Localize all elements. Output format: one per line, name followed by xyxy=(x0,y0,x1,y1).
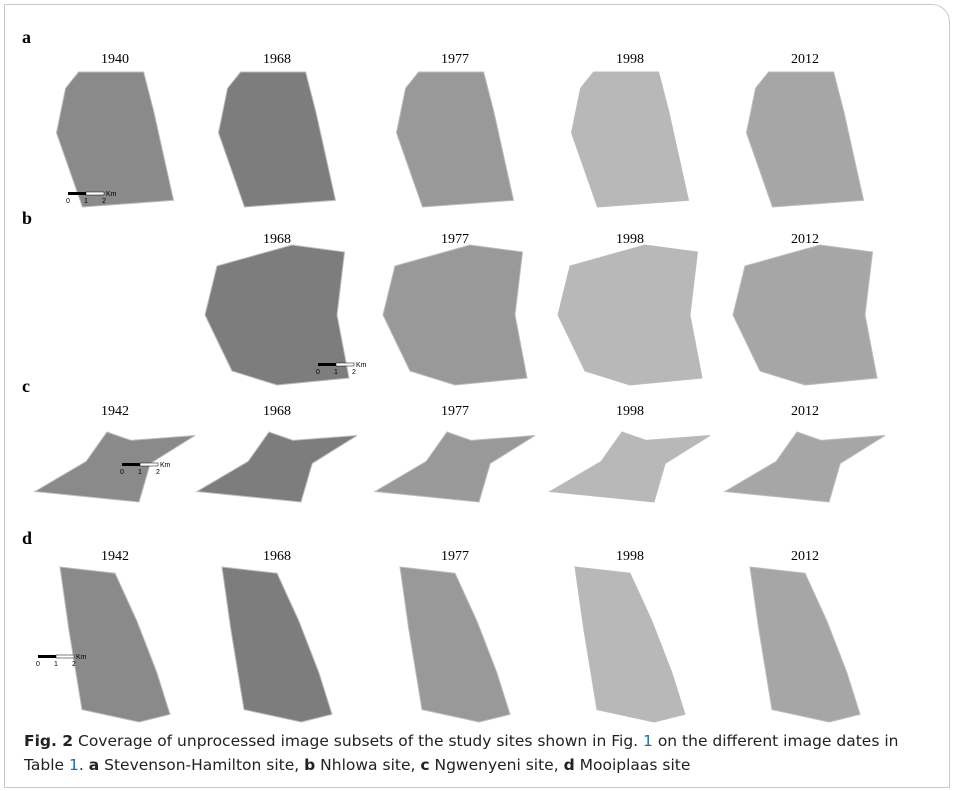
scale-unit: Km xyxy=(356,362,367,369)
site-image xyxy=(572,72,689,207)
site-image xyxy=(197,432,357,502)
scale-tick: 0 xyxy=(120,469,124,476)
year-label: 1977 xyxy=(441,549,469,564)
scale-tick: 2 xyxy=(352,369,356,376)
scale-tick: 2 xyxy=(72,661,76,668)
scale-bar-white xyxy=(56,655,74,658)
scale-tick: 1 xyxy=(54,661,58,668)
site-image xyxy=(725,432,885,502)
scale-unit: Km xyxy=(106,191,117,198)
year-label: 1942 xyxy=(101,549,129,564)
year-label: 1977 xyxy=(441,404,469,419)
caption-bold: a xyxy=(89,756,99,774)
site-image xyxy=(375,432,535,502)
caption: Fig. 2 Coverage of unprocessed image sub… xyxy=(24,729,934,777)
site-image xyxy=(35,432,195,502)
scale-bar-black xyxy=(122,463,140,466)
year-label: 1998 xyxy=(616,549,644,564)
caption-link[interactable]: 1 xyxy=(643,732,653,750)
site-image xyxy=(550,432,710,502)
year-label: 1998 xyxy=(616,404,644,419)
site-image xyxy=(575,567,685,722)
scale-unit: Km xyxy=(76,654,87,661)
panel-label: d xyxy=(22,528,32,548)
caption-plain: Coverage of unprocessed image subsets of… xyxy=(73,732,643,750)
year-label: 2012 xyxy=(791,232,819,247)
site-image xyxy=(747,72,864,207)
year-label: 1940 xyxy=(101,52,129,67)
year-label: 2012 xyxy=(791,549,819,564)
year-label: 1968 xyxy=(263,52,291,67)
year-label: 1968 xyxy=(263,549,291,564)
scale-bar-white xyxy=(86,192,104,195)
scale-bar-black xyxy=(318,363,336,366)
scale-bar-black xyxy=(68,192,86,195)
site-image xyxy=(733,245,877,385)
site-image xyxy=(219,72,336,207)
scale-tick: 1 xyxy=(334,369,338,376)
scale-tick: 0 xyxy=(316,369,320,376)
scale-tick: 1 xyxy=(84,198,88,205)
year-label: 1977 xyxy=(441,52,469,67)
scale-unit: Km xyxy=(160,462,171,469)
scale-tick: 0 xyxy=(36,661,40,668)
year-label: 2012 xyxy=(791,52,819,67)
site-image xyxy=(750,567,860,722)
caption-plain: . xyxy=(79,756,89,774)
scale-tick: 2 xyxy=(156,469,160,476)
scale-bar-white xyxy=(336,363,354,366)
scale-tick: 2 xyxy=(102,198,106,205)
caption-bold: Fig. 2 xyxy=(24,732,73,750)
scale-bar-black xyxy=(38,655,56,658)
caption-link[interactable]: 1 xyxy=(69,756,79,774)
year-label: 1977 xyxy=(441,232,469,247)
panel-label: c xyxy=(22,376,30,396)
year-label: 1942 xyxy=(101,404,129,419)
site-image xyxy=(222,567,332,722)
year-label: 1998 xyxy=(616,232,644,247)
scale-tick: 1 xyxy=(138,469,142,476)
site-image xyxy=(397,72,514,207)
caption-bold: c xyxy=(420,756,429,774)
scale-bar-white xyxy=(140,463,158,466)
site-image xyxy=(400,567,510,722)
caption-plain: Stevenson-Hamilton site, xyxy=(99,756,304,774)
caption-plain: Ngwenyeni site, xyxy=(430,756,564,774)
caption-plain: Mooiplaas site xyxy=(575,756,691,774)
panel-label: b xyxy=(22,208,32,228)
scale-tick: 0 xyxy=(66,198,70,205)
panel-label: a xyxy=(22,27,31,47)
caption-bold: d xyxy=(564,756,575,774)
site-image xyxy=(57,72,174,207)
site-image xyxy=(60,567,170,722)
caption-bold: b xyxy=(304,756,315,774)
year-label: 1968 xyxy=(263,232,291,247)
year-label: 1998 xyxy=(616,52,644,67)
site-image xyxy=(383,245,527,385)
year-label: 2012 xyxy=(791,404,819,419)
site-image xyxy=(558,245,702,385)
caption-plain: Nhlowa site, xyxy=(315,756,420,774)
year-label: 1968 xyxy=(263,404,291,419)
